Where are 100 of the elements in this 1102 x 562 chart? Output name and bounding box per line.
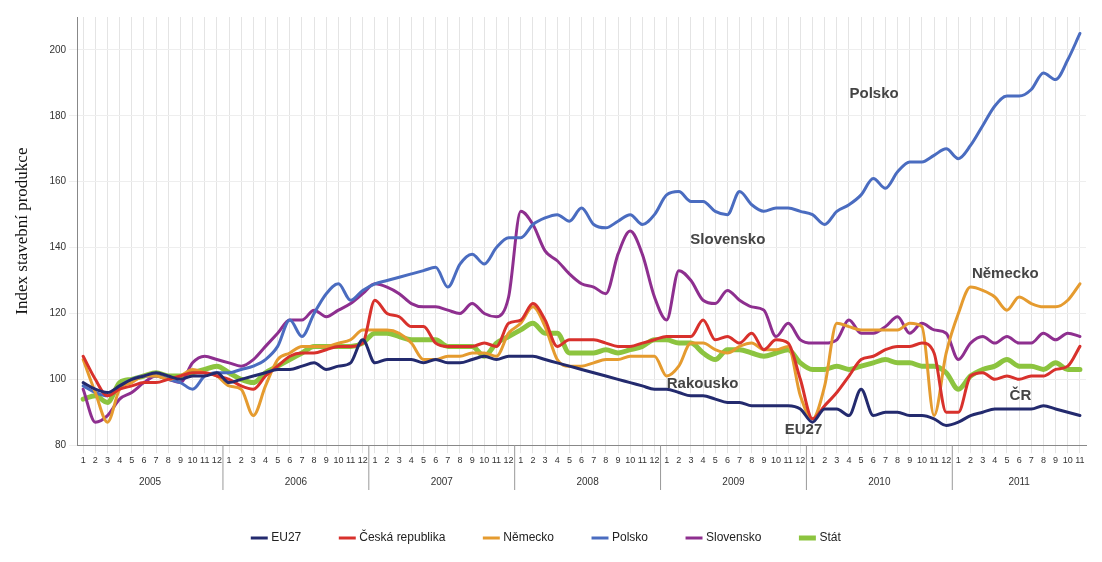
x-tick-label: 5	[275, 455, 281, 466]
x-tick-label: 5	[712, 455, 718, 466]
x-tick-label: 11	[200, 455, 210, 466]
x-tick-label: 4	[117, 455, 123, 466]
text: 2008	[576, 475, 600, 487]
text: 2006	[284, 475, 308, 487]
x-tick-label: 4	[554, 455, 560, 466]
annotation: ČR	[1009, 386, 1032, 404]
legend-label: Slovensko	[706, 530, 762, 545]
x-tick-label: 8	[749, 455, 755, 466]
x-tick-label: 7	[445, 455, 451, 466]
x-tick-label: 6	[870, 455, 876, 466]
x-tick-label: 3	[980, 455, 986, 466]
x-tick-label: 3	[542, 455, 548, 466]
text: 2005	[138, 475, 162, 487]
y-tick-label: 80	[54, 438, 67, 450]
x-tick-label: 5	[129, 455, 135, 466]
x-tick-label: 3	[250, 455, 256, 466]
y-tick-label: 120	[49, 307, 67, 319]
y-axis-title: Index stavební produkce	[11, 147, 31, 315]
annotation: EU27	[784, 420, 823, 438]
x-tick-label: 7	[737, 455, 743, 466]
x-tick-label: 7	[153, 455, 159, 466]
legend-label: Stát	[819, 530, 842, 545]
x-tick-label: 12	[649, 455, 660, 466]
x-tick-label: 6	[724, 455, 730, 466]
x-tick-label: 4	[262, 455, 268, 466]
annotation: Německo	[971, 264, 1039, 282]
x-tick-label: 8	[895, 455, 901, 466]
x-tick-label: 7	[299, 455, 305, 466]
x-tick-label: 7	[591, 455, 597, 466]
x-tick-label: 5	[566, 455, 572, 466]
x-tick-label: 9	[761, 455, 767, 466]
x-tick-label: 2	[676, 455, 682, 466]
x-tick-label: 9	[907, 455, 913, 466]
x-tick-label: 9	[469, 455, 475, 466]
x-tick-label: 12	[211, 455, 222, 466]
text: 2007	[430, 475, 454, 487]
y-tick-label: 100	[49, 373, 67, 385]
x-tick-label: 12	[357, 455, 368, 466]
x-tick-label: 11	[345, 455, 356, 466]
x-tick-label: 2	[92, 455, 98, 466]
x-tick-label: 5	[1004, 455, 1010, 466]
x-tick-label: 10	[771, 455, 782, 466]
x-tick-label: 10	[479, 455, 490, 466]
legend-label: Polsko	[612, 530, 649, 545]
x-tick-label: 11	[783, 455, 793, 466]
legend-label: EU27	[271, 530, 302, 545]
x-tick-label: 6	[433, 455, 439, 466]
x-tick-label: 4	[408, 455, 414, 466]
x-tick-label: 10	[916, 455, 927, 466]
x-tick-label: 12	[503, 455, 514, 466]
line-series	[81, 209, 1082, 424]
x-tick-label: 7	[882, 455, 888, 466]
x-tick-label: 10	[187, 455, 198, 466]
x-tick-label: 8	[1040, 455, 1046, 466]
x-tick-label: 4	[992, 455, 998, 466]
x-tick-label: 9	[615, 455, 621, 466]
x-tick-label: 11	[637, 455, 647, 466]
x-tick-label: 12	[941, 455, 952, 466]
x-tick-label: 10	[625, 455, 636, 466]
x-tick-label: 8	[311, 455, 317, 466]
x-tick-label: 1	[372, 455, 378, 466]
x-tick-label: 6	[141, 455, 147, 466]
x-tick-label: 11	[491, 455, 502, 466]
y-tick-label: 160	[49, 175, 67, 187]
text: 2011	[1008, 475, 1031, 487]
x-tick-label: 9	[323, 455, 329, 466]
x-tick-label: 8	[165, 455, 171, 466]
x-tick-label: 11	[1075, 455, 1085, 466]
x-tick-label: 5	[858, 455, 864, 466]
annotation: Polsko	[849, 84, 899, 102]
x-tick-label: 8	[603, 455, 609, 466]
x-tick-label: 11	[929, 455, 939, 466]
x-tick-label: 2	[384, 455, 390, 466]
x-tick-label: 3	[104, 455, 110, 466]
annotation: Slovensko	[690, 229, 766, 247]
x-tick-label: 1	[809, 455, 816, 466]
x-tick-label: 8	[457, 455, 463, 466]
legend-label: Německo	[503, 530, 555, 545]
x-tick-label: 5	[421, 455, 427, 466]
x-tick-label: 6	[287, 455, 293, 466]
y-tick-label: 140	[49, 241, 67, 253]
x-tick-label: 7	[1028, 455, 1034, 466]
text: 2009	[722, 475, 746, 487]
legend-label: Česká republika	[359, 529, 446, 545]
text: 2010	[868, 475, 891, 487]
annotation: Rakousko	[666, 374, 739, 392]
x-tick-label: 3	[396, 455, 402, 466]
x-tick-label: 12	[795, 455, 806, 466]
x-tick-label: 6	[1016, 455, 1022, 466]
x-tick-label: 9	[1053, 455, 1059, 466]
line-series	[81, 31, 1082, 398]
x-tick-label: 2	[238, 455, 244, 466]
x-tick-label: 4	[846, 455, 852, 466]
x-tick-label: 1	[80, 455, 86, 466]
x-tick-label: 10	[333, 455, 344, 466]
x-tick-label: 2	[530, 455, 536, 466]
x-tick-label: 6	[579, 455, 585, 466]
x-tick-label: 10	[1062, 455, 1073, 466]
